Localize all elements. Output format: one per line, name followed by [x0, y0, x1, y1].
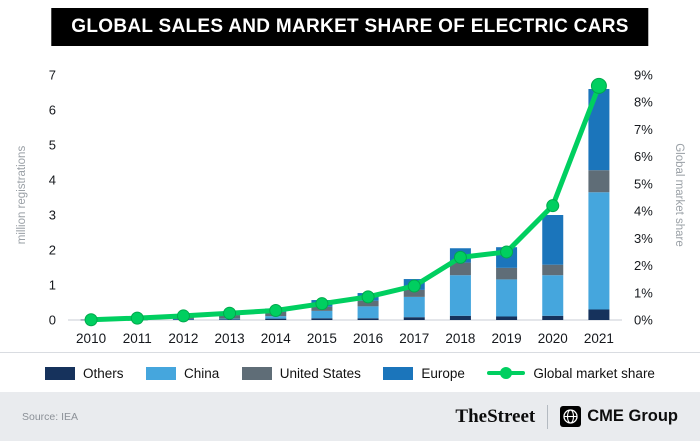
left-axis-tick-label: 3 [49, 208, 56, 223]
x-axis-tick-label: 2015 [307, 331, 337, 346]
x-axis-tick-label: 2013 [215, 331, 245, 346]
bar-segment [449, 262, 471, 276]
left-axis-tick-label: 1 [49, 278, 56, 293]
bar-segment [449, 275, 471, 316]
market-share-marker [361, 290, 375, 304]
others-swatch-icon [45, 366, 75, 380]
market-share-marker [500, 245, 514, 259]
x-axis-tick-label: 2018 [445, 331, 475, 346]
bar-segment [311, 318, 333, 320]
legend-item-europe: Europe [383, 366, 465, 381]
legend-item-china: China [146, 366, 219, 381]
bar-segment [357, 300, 379, 307]
bar-segment [588, 192, 610, 310]
right-axis-tick-label: 2% [634, 258, 653, 273]
left-axis-tick-label: 0 [49, 313, 56, 328]
x-axis-tick-label: 2011 [123, 331, 152, 346]
legend-label-europe: Europe [421, 365, 465, 381]
market-share-marker [315, 297, 329, 311]
cme-group-label: CME Group [587, 407, 678, 425]
bar-segment [588, 89, 610, 171]
left-axis-title: million registrations [16, 145, 28, 245]
x-axis-tick-label: 2020 [538, 331, 568, 346]
globe-icon [560, 406, 582, 427]
right-axis-tick-label: 9% [634, 68, 653, 83]
legend-item-market-share: Global market share [487, 366, 655, 381]
market-share-marker [130, 311, 144, 325]
bar-segment [449, 315, 471, 320]
source-note: Source: IEA [22, 410, 79, 423]
left-axis-tick-label: 5 [49, 138, 56, 153]
right-axis-tick-label: 7% [634, 122, 653, 137]
right-axis-tick-label: 0% [634, 313, 653, 328]
bar-segment [403, 317, 425, 320]
bar-segment [311, 310, 333, 319]
x-axis-tick-label: 2014 [261, 331, 292, 346]
x-axis-tick-label: 2017 [399, 331, 429, 346]
chart-canvas: 0 1 2 3 4 5 6 7 0% 1% 2% 3% 4% 5% 6% 7% 8% 9% 2010 2011 2012… [49, 68, 653, 347]
x-axis-tick-label: 2010 [76, 331, 106, 346]
x-axis-tick-label: 2021 [584, 331, 614, 346]
legend-label-united-states: United States [279, 365, 361, 381]
market-share-marker [407, 279, 421, 293]
x-axis-tick-label: 2012 [168, 331, 198, 346]
brand-logos: TheStreet CME Group [455, 404, 678, 429]
left-axis-tick-label: 6 [49, 103, 56, 118]
bar-segment [496, 316, 518, 320]
market-share-marker [223, 306, 237, 320]
bar-segment [357, 306, 379, 319]
bar-segment [496, 267, 518, 280]
legend-item-united-states: United States [241, 365, 361, 381]
x-axis-tick-label: 2019 [492, 331, 522, 346]
bar-segment [542, 264, 564, 276]
market-share-marker [176, 309, 190, 323]
bar-segment [357, 318, 379, 320]
bar-segment [265, 318, 287, 320]
right-axis-tick-label: 5% [634, 176, 653, 191]
legend-label-china: China [184, 365, 220, 381]
bar-segment [588, 170, 610, 193]
bar-segment [588, 309, 610, 320]
market-share-line-icon [487, 366, 526, 380]
legend: Others China United States Europe Global… [0, 352, 700, 393]
logo-divider [547, 404, 549, 429]
bar-segment [496, 279, 518, 317]
right-axis-tick-label: 3% [634, 231, 653, 246]
right-axis-tick-label: 4% [634, 204, 653, 219]
thestreet-logo: TheStreet [455, 405, 536, 427]
market-share-line-dot [500, 367, 513, 379]
market-share-marker [453, 250, 467, 264]
united-states-swatch-icon [241, 366, 272, 380]
footer: Source: IEA TheStreet CME Group [0, 392, 700, 441]
left-axis-tick-label: 4 [49, 173, 56, 188]
china-swatch-icon [146, 366, 177, 380]
legend-label-others: Others [83, 365, 124, 381]
legend-item-others: Others [45, 366, 124, 381]
right-axis-tick-label: 8% [634, 95, 653, 110]
right-axis-tick-label: 1% [634, 285, 653, 300]
bar-segment [403, 289, 425, 297]
left-axis-tick-label: 2 [49, 243, 56, 258]
bar-segment [542, 215, 564, 265]
market-share-marker [590, 77, 607, 94]
legend-label-market-share: Global market share [533, 365, 655, 381]
chart-title: GLOBAL SALES AND MARKET SHARE OF ELECTRI… [51, 8, 649, 46]
europe-swatch-icon [383, 366, 414, 380]
cme-group-logo: CME Group [560, 406, 678, 427]
market-share-marker [84, 313, 98, 327]
bar-segment [542, 275, 564, 316]
bar-segment [265, 316, 287, 319]
market-share-line [88, 83, 602, 323]
bar-segment [403, 296, 425, 318]
right-axis-title: Global market share [673, 143, 685, 247]
bar-segment [542, 315, 564, 320]
market-share-marker [269, 303, 283, 317]
left-axis-tick-label: 7 [49, 68, 56, 83]
market-share-marker [546, 199, 560, 213]
right-axis-tick-label: 6% [634, 149, 653, 164]
x-axis-tick-label: 2016 [353, 331, 383, 346]
